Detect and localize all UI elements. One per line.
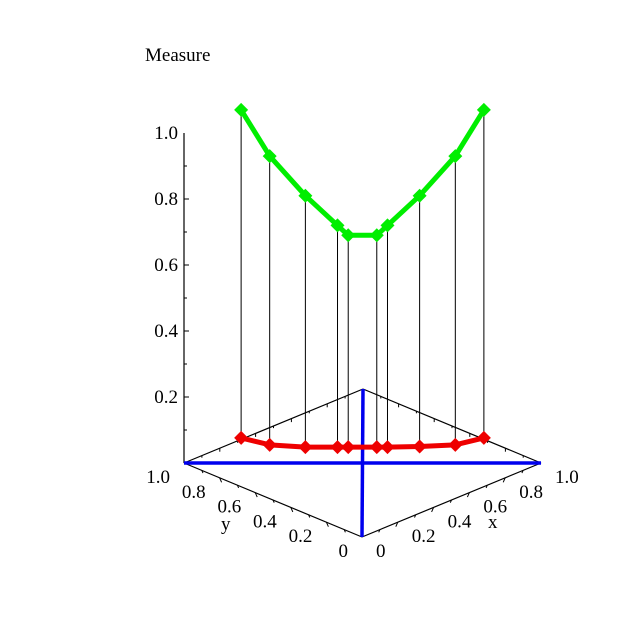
data-point-0 bbox=[298, 188, 313, 203]
x-tick bbox=[431, 507, 435, 513]
chart-title: Measure bbox=[145, 45, 210, 66]
y-tick bbox=[343, 529, 346, 533]
x-tick-label: 0.4 bbox=[448, 511, 472, 532]
y-tick bbox=[290, 507, 294, 513]
data-point-1 bbox=[298, 440, 313, 455]
z-tick-label: 1.0 bbox=[154, 123, 178, 144]
data-point-0 bbox=[262, 149, 277, 164]
y-tick-label: 0.2 bbox=[289, 526, 313, 547]
data-point-1 bbox=[330, 440, 345, 455]
data-point-1 bbox=[448, 437, 463, 452]
x-tick bbox=[414, 514, 417, 518]
z-tick-label: 0.8 bbox=[154, 189, 178, 210]
x-tick-label: 1.0 bbox=[555, 467, 579, 488]
series-line-1 bbox=[240, 435, 485, 450]
y-axis-label: y bbox=[221, 514, 231, 535]
x-tick-label: 0.6 bbox=[483, 497, 507, 518]
y-tick-label: 0.8 bbox=[182, 482, 206, 503]
z-tick-label: 0.6 bbox=[154, 255, 178, 276]
data-point-1 bbox=[341, 440, 356, 455]
data-point-1 bbox=[476, 430, 491, 445]
y-tick bbox=[272, 499, 275, 503]
y-tick-label: 0.6 bbox=[217, 497, 241, 518]
y-tick bbox=[254, 492, 258, 498]
x-tick bbox=[449, 499, 452, 503]
x-tick bbox=[485, 484, 488, 489]
z-tick-label: 0.2 bbox=[154, 387, 178, 408]
data-point-1 bbox=[369, 440, 384, 455]
x-tick bbox=[502, 477, 506, 483]
x-tick bbox=[395, 521, 399, 527]
y-tick bbox=[325, 521, 329, 527]
y-tick bbox=[308, 514, 311, 518]
data-point-0 bbox=[412, 188, 427, 203]
z-tick-label: 0.4 bbox=[154, 321, 178, 342]
data-point-1 bbox=[380, 440, 395, 455]
y-tick bbox=[201, 470, 204, 474]
data-point-1 bbox=[262, 437, 277, 452]
x-axis-label: x bbox=[488, 512, 498, 533]
y-tick-label: 1.0 bbox=[146, 467, 170, 488]
y-tick-label: 0.4 bbox=[253, 511, 277, 532]
data-point-1 bbox=[234, 430, 249, 445]
y-tick bbox=[236, 484, 240, 489]
data-point-0 bbox=[341, 228, 356, 243]
x-tick-label: 0 bbox=[376, 541, 386, 562]
y-tick-label: 0 bbox=[339, 541, 349, 562]
x-tick bbox=[378, 529, 381, 533]
data-point-0 bbox=[369, 228, 384, 243]
x-tick-label: 0.2 bbox=[412, 526, 436, 547]
data-point-0 bbox=[330, 218, 345, 233]
series-line-0 bbox=[238, 108, 487, 238]
data-point-1 bbox=[412, 439, 427, 454]
data-point-0 bbox=[448, 149, 463, 164]
x-tick-label: 0.8 bbox=[519, 482, 543, 503]
x-tick bbox=[521, 470, 524, 474]
data-point-0 bbox=[380, 218, 395, 233]
x-tick bbox=[466, 492, 470, 498]
y-tick bbox=[219, 477, 223, 483]
data-point-0 bbox=[476, 102, 491, 117]
data-point-0 bbox=[234, 102, 249, 117]
